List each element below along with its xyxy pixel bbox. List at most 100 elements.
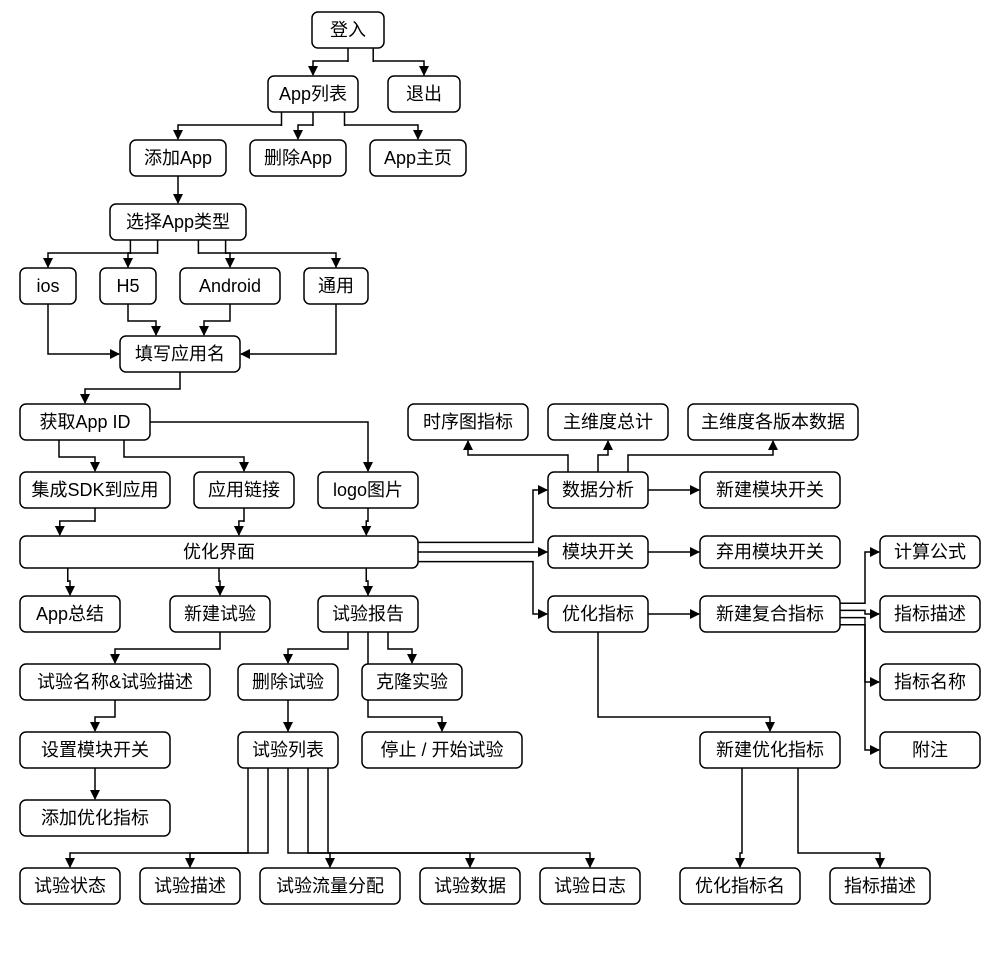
flow-edge (178, 112, 282, 139)
flow-node-label: 退出 (406, 84, 442, 104)
flow-node-general: 通用 (304, 268, 368, 304)
flow-edge (115, 632, 220, 663)
flow-node-label: 填写应用名 (135, 344, 225, 364)
flow-node-label: 指标描述 (844, 876, 916, 896)
flow-node-label: 设置模块开关 (41, 740, 149, 760)
flow-node-addoptmetric: 添加优化指标 (20, 800, 170, 836)
flow-node-logo: logo图片 (318, 472, 418, 508)
flow-node-label: 试验描述 (154, 876, 226, 896)
flow-node-explist: 试验列表 (238, 732, 338, 768)
flow-node-label: 添加优化指标 (41, 808, 149, 828)
flow-node-label: 选择App类型 (126, 212, 230, 232)
flow-node-label: 试验数据 (434, 876, 506, 896)
flow-node-mainver: 主维度各版本数据 (688, 404, 858, 440)
flow-node-label: 新建模块开关 (716, 480, 824, 500)
flow-node-label: Android (199, 276, 261, 296)
flow-node-newmodsw: 新建模块开关 (700, 472, 840, 508)
flow-node-appname: 填写应用名 (120, 336, 240, 372)
flow-edge (60, 508, 95, 535)
flow-node-expreport: 试验报告 (318, 596, 418, 632)
flow-edge (598, 632, 770, 731)
flow-node-metricname2: 指标名称 (880, 664, 980, 700)
flow-edge (328, 768, 590, 867)
flowchart-canvas: 登入 App列表 退出添加App 删除App App主页选择App类型 ios H5 Andr… (0, 0, 1000, 977)
flow-edge (150, 422, 368, 471)
flow-node-dataana: 数据分析 (548, 472, 648, 508)
flow-edge (128, 240, 158, 267)
flow-node-label: 添加App (144, 148, 212, 168)
flow-node-modswitch: 模块开关 (548, 536, 648, 568)
flow-node-label: 克隆实验 (376, 672, 448, 692)
flow-edge (418, 490, 547, 542)
flow-edge (226, 240, 336, 267)
flow-node-label: App总结 (36, 604, 104, 624)
flow-node-label: 附注 (912, 740, 948, 760)
flow-edge (59, 440, 95, 471)
flow-node-selecttype: 选择App类型 (110, 204, 246, 240)
flow-edge (95, 700, 115, 731)
flow-node-label: 试验日志 (554, 876, 626, 896)
flow-node-delexp: 删除试验 (238, 664, 338, 700)
flow-node-label: 试验列表 (252, 740, 324, 760)
flow-node-label: H5 (116, 276, 139, 296)
flow-edge (840, 625, 879, 750)
flow-node-label: 新建试验 (184, 604, 256, 624)
flow-node-label: 弃用模块开关 (716, 542, 824, 562)
flow-node-getappid: 获取App ID (20, 404, 150, 440)
flow-edge (798, 768, 880, 867)
flow-node-label: 优化指标名 (695, 876, 785, 896)
flow-node-newexp: 新建试验 (170, 596, 270, 632)
flow-node-appsummary: App总结 (20, 596, 120, 632)
flow-edge (48, 240, 130, 267)
flow-node-label: 应用链接 (208, 480, 280, 500)
flow-node-label: 计算公式 (894, 542, 966, 562)
flow-edge (190, 768, 268, 867)
flow-node-label: 试验报告 (332, 604, 404, 624)
flow-edge (628, 441, 773, 472)
flow-edge (840, 618, 879, 682)
flow-node-label: 试验名称&试验描述 (37, 672, 193, 692)
flow-edge (308, 768, 470, 867)
flow-node-label: 新建优化指标 (716, 740, 824, 760)
flow-node-label: 数据分析 (562, 480, 634, 500)
flow-node-newoptmetric: 新建优化指标 (700, 732, 840, 768)
flow-node-label: 时序图指标 (423, 412, 513, 432)
flow-node-label: logo图片 (333, 480, 403, 500)
flow-edge (740, 768, 742, 867)
flow-edge (85, 372, 180, 403)
flow-node-exit: 退出 (388, 76, 460, 112)
flow-node-optmetric: 优化指标 (548, 596, 648, 632)
flow-node-setmodsw: 设置模块开关 (20, 732, 170, 768)
flow-node-label: App列表 (279, 84, 347, 104)
flow-node-delapp: 删除App (250, 140, 346, 176)
flow-node-metricdesc2: 指标描述 (880, 596, 980, 632)
flow-node-label: 主维度各版本数据 (701, 412, 845, 432)
flow-node-stopstart: 停止 / 开始试验 (362, 732, 522, 768)
flow-edge (373, 48, 424, 75)
flow-edge (388, 632, 412, 663)
flow-node-label: 删除试验 (252, 672, 324, 692)
flow-node-label: App主页 (384, 148, 452, 168)
flow-node-expdesc: 试验描述 (140, 868, 240, 904)
flow-node-applist: App列表 (268, 76, 358, 112)
flow-node-maintot: 主维度总计 (548, 404, 668, 440)
flow-node-depmodsw: 弃用模块开关 (700, 536, 840, 568)
flow-node-applink: 应用链接 (194, 472, 294, 508)
flow-node-login: 登入 (312, 12, 384, 48)
flow-node-label: 主维度总计 (563, 412, 653, 432)
flow-node-label: 指标名称 (894, 672, 966, 692)
flow-node-expnamedesc: 试验名称&试验描述 (20, 664, 210, 700)
flow-node-label: 试验状态 (34, 876, 106, 896)
flow-edge (128, 304, 156, 335)
flow-node-explog: 试验日志 (540, 868, 640, 904)
flow-edge (468, 441, 568, 472)
flow-edge (345, 112, 419, 139)
flow-node-formula: 计算公式 (880, 536, 980, 568)
flow-node-label: ios (36, 276, 59, 296)
flow-node-label: 删除App (264, 148, 332, 168)
flow-node-label: 停止 / 开始试验 (380, 740, 503, 760)
flow-node-sdk: 集成SDK到应用 (20, 472, 170, 508)
flow-node-label: 优化界面 (183, 542, 255, 562)
flow-edge (313, 48, 348, 75)
flow-node-label: 获取App ID (39, 412, 130, 432)
